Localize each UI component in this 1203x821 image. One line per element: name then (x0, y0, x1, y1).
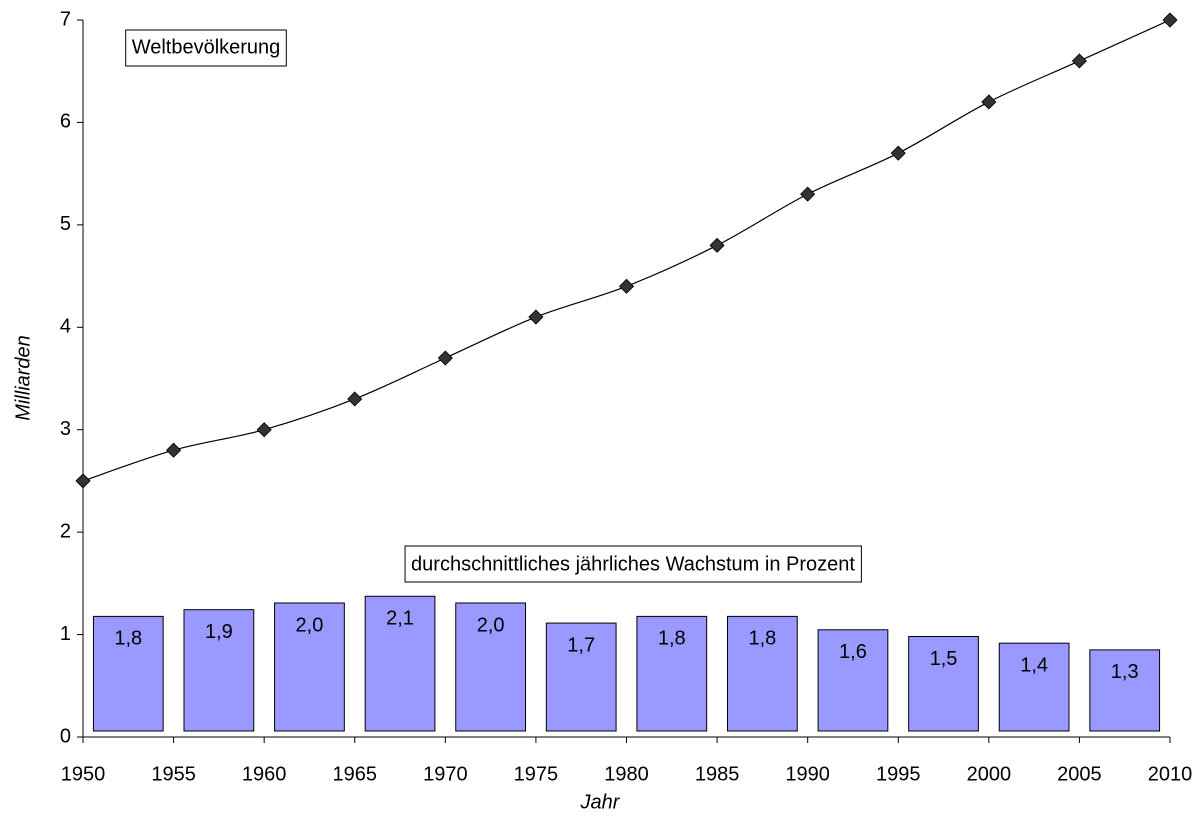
series-label-box (404, 545, 862, 583)
x-tick-label: 1970 (423, 763, 468, 785)
x-tick-label: 1980 (604, 763, 649, 785)
series-label: Weltbevölkerung (132, 36, 281, 58)
bar-value-label: 1,8 (114, 628, 142, 650)
y-axis-label: Milliarden (12, 335, 34, 421)
bar-value-label: 2,0 (296, 614, 324, 636)
y-tick-label: 5 (60, 213, 71, 235)
bar (998, 642, 1070, 732)
line (82, 19, 1171, 482)
y-tick-label: 1 (60, 623, 71, 645)
x-axis-label: Jahr (580, 791, 621, 813)
bar-value-label: 1,7 (567, 634, 595, 656)
x-tick-label: 1955 (151, 763, 196, 785)
marker (166, 442, 182, 458)
bar-value-label: 1,8 (658, 628, 686, 650)
marker (1162, 12, 1178, 28)
y-tick-label: 3 (60, 418, 71, 440)
bar-value-label: 1,8 (748, 628, 776, 650)
bar-value-label: 1,5 (930, 648, 958, 670)
bar (274, 602, 345, 732)
bar (817, 629, 889, 732)
marker (800, 186, 816, 202)
bar (183, 609, 255, 732)
bar-value-label: 2,0 (477, 614, 505, 636)
bar-value-label: 1,9 (205, 621, 233, 643)
x-tick-label: 1975 (514, 763, 559, 785)
series-label: durchschnittliches jährliches Wachstum i… (411, 553, 855, 575)
bar (92, 615, 164, 732)
bar (908, 635, 979, 732)
bar-value-label: 1,6 (839, 641, 867, 663)
bar-value-label: 1,4 (1020, 654, 1048, 676)
bar (364, 595, 436, 732)
bar-value-label: 1,3 (1111, 661, 1139, 683)
x-tick-label: 2010 (1148, 763, 1193, 785)
x-tick-label: 1965 (333, 763, 378, 785)
x-tick-label: 1950 (61, 763, 106, 785)
marker (528, 309, 544, 325)
bar (455, 602, 526, 732)
marker (256, 422, 272, 438)
marker (618, 278, 635, 294)
bar (545, 622, 617, 732)
x-tick-label: 1995 (876, 763, 921, 785)
y-tick-label: 2 (60, 520, 71, 542)
y-tick-label: 4 (60, 316, 71, 338)
y-tick-label: 6 (60, 111, 71, 133)
bar (1089, 649, 1161, 732)
marker (75, 473, 91, 489)
marker (890, 145, 906, 161)
series-label-box (125, 29, 287, 67)
marker (981, 94, 997, 110)
y-tick-label: 7 (60, 8, 71, 30)
y-tick-label: 0 (60, 725, 71, 747)
x-tick-label: 2000 (967, 763, 1012, 785)
x-tick-label: 1990 (785, 763, 830, 785)
marker (709, 237, 725, 253)
bar-value-label: 2,1 (386, 608, 414, 630)
x-tick-label: 1985 (695, 763, 740, 785)
marker (347, 391, 363, 407)
marker (437, 350, 453, 366)
bar (727, 615, 798, 732)
x-tick-label: 1960 (242, 763, 287, 785)
x-tick-label: 2005 (1057, 763, 1102, 785)
marker (1071, 53, 1087, 69)
bar (636, 615, 708, 732)
